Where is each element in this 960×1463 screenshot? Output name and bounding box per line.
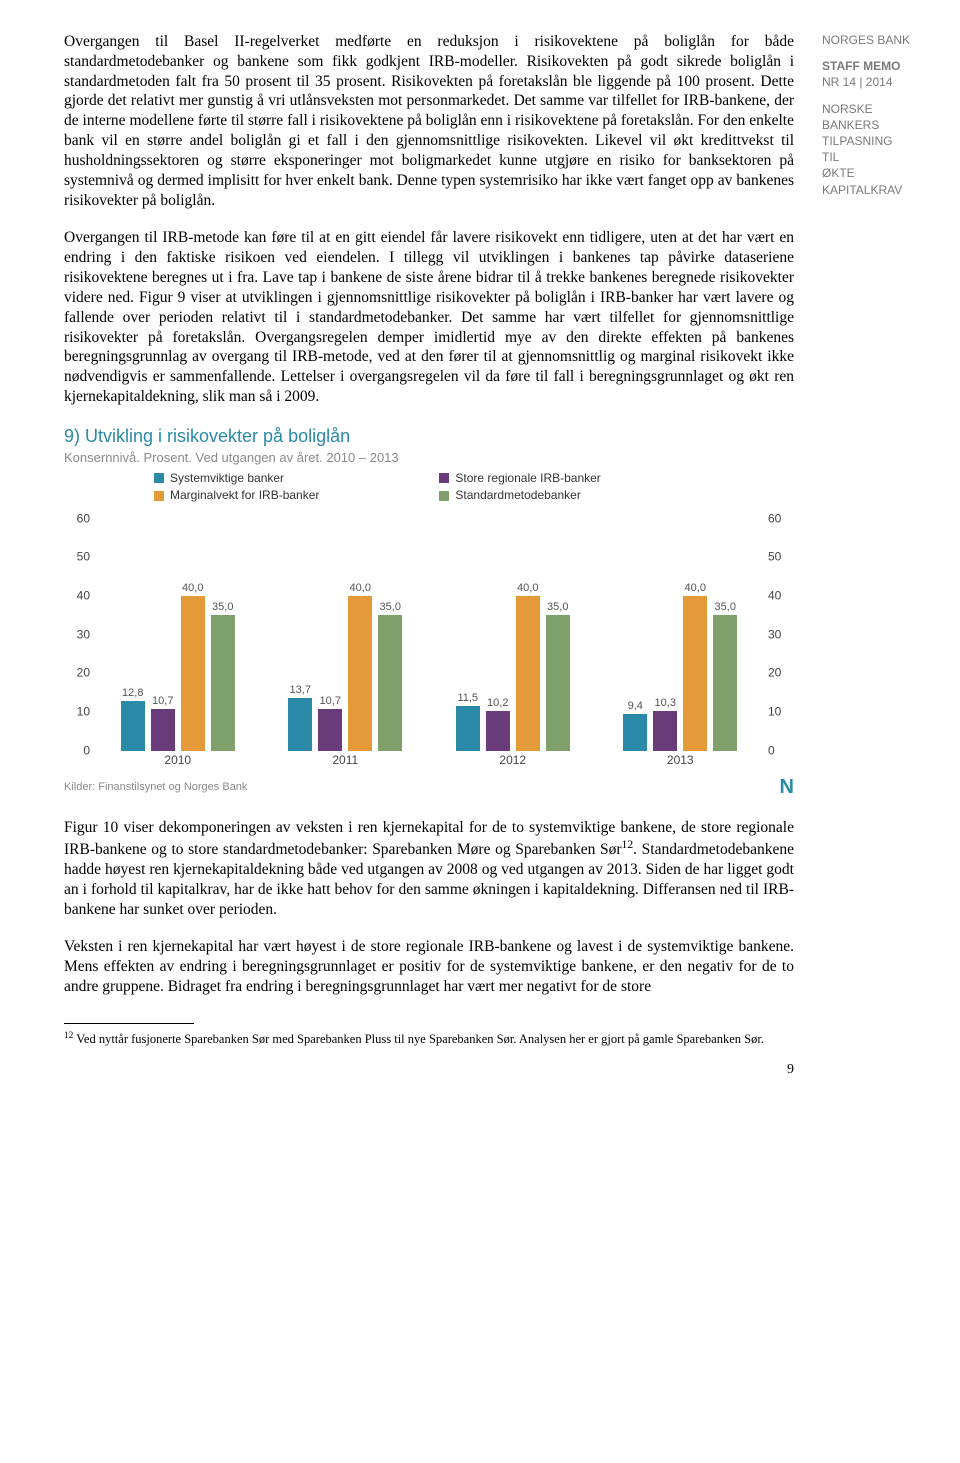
x-axis-label: 2010 bbox=[164, 753, 191, 768]
bar: 13,7 bbox=[288, 698, 312, 751]
y-axis-label-left: 60 bbox=[77, 511, 94, 526]
bar-value-label: 35,0 bbox=[715, 600, 736, 614]
legend-swatch-icon bbox=[154, 491, 164, 501]
bar: 12,8 bbox=[121, 701, 145, 750]
bar-value-label: 9,4 bbox=[628, 699, 643, 713]
page-number: 9 bbox=[64, 1061, 794, 1079]
bar: 40,0 bbox=[181, 596, 205, 751]
sidebar-issue: NR 14 | 2014 bbox=[822, 74, 912, 90]
legend-item: Systemviktige banker bbox=[154, 471, 319, 486]
sidebar-topic: NORSKE BANKERS TILPASNING TIL ØKTE KAPIT… bbox=[822, 101, 912, 198]
legend-label: Systemviktige banker bbox=[170, 471, 284, 486]
y-axis-label-right: 60 bbox=[764, 511, 781, 526]
bar-value-label: 10,2 bbox=[487, 696, 508, 710]
bar-group: 12,810,740,035,0 bbox=[121, 596, 235, 751]
bar-group: 11,510,240,035,0 bbox=[456, 596, 570, 751]
bar-value-label: 40,0 bbox=[350, 581, 371, 595]
y-axis-label-left: 10 bbox=[77, 704, 94, 719]
bar-value-label: 35,0 bbox=[380, 600, 401, 614]
legend-label: Standardmetodebanker bbox=[455, 488, 580, 503]
footnote-separator bbox=[64, 1023, 194, 1024]
bar: 40,0 bbox=[683, 596, 707, 751]
bar: 9,4 bbox=[623, 714, 647, 750]
paragraph-1: Overgangen til Basel II-regelverket medf… bbox=[64, 32, 794, 210]
bar: 10,7 bbox=[318, 709, 342, 750]
bar-value-label: 35,0 bbox=[547, 600, 568, 614]
paragraph-4: Veksten i ren kjernekapital har vært høy… bbox=[64, 937, 794, 996]
bar: 35,0 bbox=[378, 615, 402, 750]
y-axis-label-right: 40 bbox=[764, 588, 781, 603]
x-axis-label: 2012 bbox=[499, 753, 526, 768]
bar-group: 13,710,740,035,0 bbox=[288, 596, 402, 751]
bar: 10,7 bbox=[151, 709, 175, 750]
y-axis-label-right: 20 bbox=[764, 666, 781, 681]
figure-9: 9) Utvikling i risikovekter på boliglån … bbox=[64, 425, 794, 800]
y-axis-label-right: 10 bbox=[764, 704, 781, 719]
bar: 10,2 bbox=[486, 711, 510, 750]
y-axis-label-left: 50 bbox=[77, 550, 94, 565]
bar: 11,5 bbox=[456, 706, 480, 750]
y-axis-label-right: 0 bbox=[764, 743, 775, 758]
bar-value-label: 40,0 bbox=[182, 581, 203, 595]
bar: 10,3 bbox=[653, 711, 677, 751]
footnote-12: 12 Ved nyttår fusjonerte Sparebanken Sør… bbox=[64, 1030, 794, 1047]
chart-source: Kilder: Finanstilsynet og Norges Bank bbox=[64, 780, 247, 794]
paragraph-2: Overgangen til IRB-metode kan føre til a… bbox=[64, 228, 794, 406]
legend-swatch-icon bbox=[154, 473, 164, 483]
bar-value-label: 10,7 bbox=[152, 694, 173, 708]
bar: 40,0 bbox=[348, 596, 372, 751]
bar: 35,0 bbox=[713, 615, 737, 750]
x-axis-label: 2013 bbox=[667, 753, 694, 768]
sidebar-memo-label: STAFF MEMO bbox=[822, 58, 912, 74]
legend-item: Marginalvekt for IRB-banker bbox=[154, 488, 319, 503]
bar-value-label: 10,3 bbox=[655, 696, 676, 710]
y-axis-label-left: 30 bbox=[77, 627, 94, 642]
sidebar: NORGES BANK STAFF MEMO NR 14 | 2014 NORS… bbox=[822, 32, 912, 1079]
bar-value-label: 35,0 bbox=[212, 600, 233, 614]
bar-value-label: 13,7 bbox=[290, 683, 311, 697]
bar-value-label: 40,0 bbox=[517, 581, 538, 595]
x-axis-label: 2011 bbox=[332, 753, 358, 768]
chart-title: 9) Utvikling i risikovekter på boliglån bbox=[64, 425, 794, 448]
chart-subtitle: Konsernnivå. Prosent. Ved utgangen av år… bbox=[64, 450, 794, 467]
chart-plot-area: Systemviktige banker Store regionale IRB-… bbox=[64, 471, 794, 771]
y-axis-label-left: 20 bbox=[77, 666, 94, 681]
bar: 40,0 bbox=[516, 596, 540, 751]
sidebar-org: NORGES BANK bbox=[822, 32, 912, 48]
y-axis-label-left: 0 bbox=[83, 743, 94, 758]
bar-group: 9,410,340,035,0 bbox=[623, 596, 737, 751]
legend-swatch-icon bbox=[439, 491, 449, 501]
footnote-ref-12: 12 bbox=[622, 838, 634, 851]
legend-item: Store regionale IRB-banker bbox=[439, 471, 600, 486]
bar-value-label: 10,7 bbox=[320, 694, 341, 708]
y-axis-label-left: 40 bbox=[77, 588, 94, 603]
chart-legend: Systemviktige banker Store regionale IRB-… bbox=[154, 471, 601, 504]
paragraph-3: Figur 10 viser dekomponeringen av vekste… bbox=[64, 818, 794, 919]
bar-value-label: 11,5 bbox=[457, 691, 478, 705]
legend-label: Marginalvekt for IRB-banker bbox=[170, 488, 319, 503]
bar-value-label: 40,0 bbox=[685, 581, 706, 595]
y-axis-label-right: 50 bbox=[764, 550, 781, 565]
bar-value-label: 12,8 bbox=[122, 686, 143, 700]
bar: 35,0 bbox=[546, 615, 570, 750]
norges-bank-logo-icon: N bbox=[780, 775, 794, 801]
legend-swatch-icon bbox=[439, 473, 449, 483]
legend-item: Standardmetodebanker bbox=[439, 488, 600, 503]
y-axis-label-right: 30 bbox=[764, 627, 781, 642]
legend-label: Store regionale IRB-banker bbox=[455, 471, 600, 486]
bar: 35,0 bbox=[211, 615, 235, 750]
